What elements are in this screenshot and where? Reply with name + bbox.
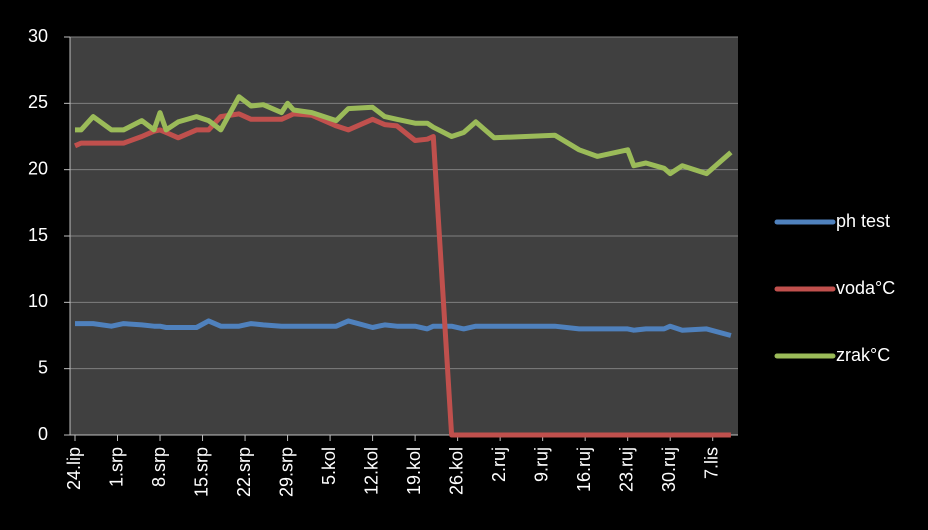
x-tick-label: 23.ruj <box>616 447 636 492</box>
legend-label: voda°C <box>836 278 895 298</box>
x-tick-label: 1.srp <box>106 447 126 487</box>
x-tick-label: 5.kol <box>319 447 339 485</box>
series-line <box>75 94 733 177</box>
y-tick-label: 0 <box>38 424 48 444</box>
y-tick-label: 15 <box>28 225 48 245</box>
x-tick-label: 12.kol <box>361 447 381 495</box>
x-tick-label: 22.srp <box>234 447 254 497</box>
x-tick-label: 19.kol <box>404 447 424 495</box>
x-tick-label: 24.lip <box>64 447 84 490</box>
y-tick-label: 20 <box>28 158 48 178</box>
x-tick-label: 8.srp <box>149 447 169 487</box>
y-tick-label: 10 <box>28 291 48 311</box>
y-tick-label: 30 <box>28 26 48 46</box>
x-tick-label: 7.lis <box>701 447 721 479</box>
legend-label: zrak°C <box>836 345 890 365</box>
x-tick-label: 16.ruj <box>574 447 594 492</box>
x-tick-label: 2.ruj <box>489 447 509 482</box>
series-line <box>73 111 731 438</box>
x-tick-label: 9.ruj <box>531 447 551 482</box>
legend-label: ph test <box>836 211 890 231</box>
x-tick-label: 26.kol <box>446 447 466 495</box>
x-tick-label: 29.srp <box>276 447 296 497</box>
series-line <box>75 318 732 338</box>
y-tick-label: 5 <box>38 357 48 377</box>
x-tick-label: 30.ruj <box>659 447 679 492</box>
x-tick-label: 15.srp <box>191 447 211 497</box>
y-tick-label: 25 <box>28 92 48 112</box>
